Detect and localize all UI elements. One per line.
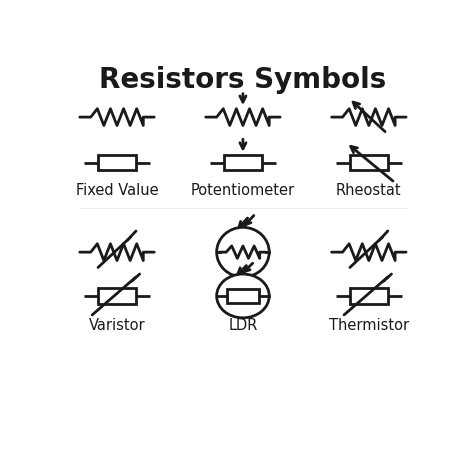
Text: Thermistor: Thermistor (329, 318, 409, 333)
Text: LDR: LDR (228, 318, 257, 333)
Bar (350, 288, 388, 304)
Ellipse shape (217, 274, 269, 318)
Text: Resistors Symbols: Resistors Symbols (99, 66, 387, 94)
Bar (227, 289, 259, 302)
Bar (224, 155, 262, 170)
Text: Potentiometer: Potentiometer (191, 183, 295, 198)
Text: Rheostat: Rheostat (336, 183, 401, 198)
Ellipse shape (217, 228, 269, 277)
Bar (98, 288, 136, 304)
Bar (98, 155, 136, 170)
Bar (350, 155, 388, 170)
Text: Varistor: Varistor (89, 318, 146, 333)
Text: Fixed Value: Fixed Value (76, 183, 158, 198)
